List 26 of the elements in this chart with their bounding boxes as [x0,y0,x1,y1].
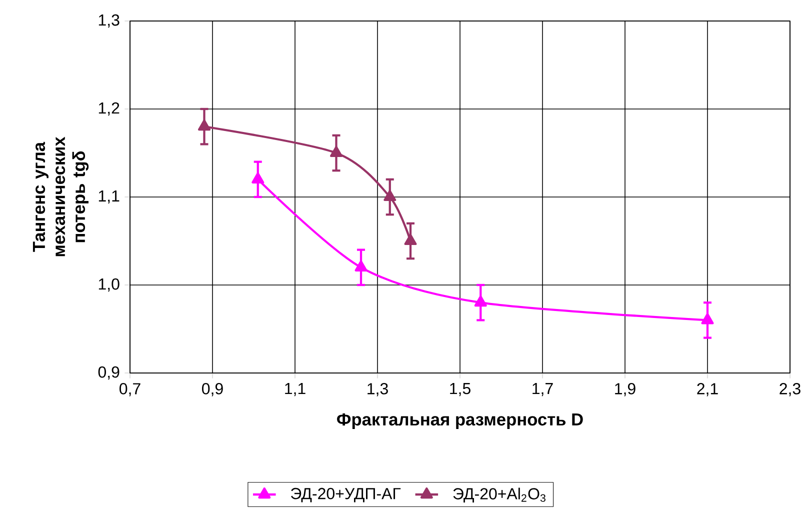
x-tick-label: 0,9 [202,383,223,396]
legend-label: ЭД-20+Al$_{2}$O$_{3}$ [453,488,546,502]
point [404,234,417,246]
y-tick-label: 1,2 [98,102,120,116]
x-tick-label: 0,7 [120,383,140,396]
y-tick-label: 1,0 [98,278,120,292]
point [198,120,211,131]
y-axis-title: Тангенс угла механических потерь tgδ [32,136,89,256]
point [252,172,264,184]
y-tick-label: 0,9 [98,366,120,380]
x-tick-label: 1,7 [532,383,553,396]
x-tick-label: 2,1 [697,383,718,396]
point [384,190,396,202]
y-tick-label: 1,1 [98,190,120,204]
x-tick-label: 1,1 [285,383,306,396]
point [701,313,714,324]
legend-label: ЭД-20+УДП-АГ [290,488,401,502]
point [474,296,487,307]
point [354,260,368,272]
x-tick-label: 1,9 [615,383,636,396]
x-axis-title: Фрактальная размерность D [337,413,583,430]
x-tick-label: 1,3 [368,383,388,396]
x-tick-label: 1,5 [450,383,470,396]
x-tick-label: 2,3 [780,383,800,396]
point [330,146,343,158]
y-tick-label: 1,3 [98,14,120,28]
